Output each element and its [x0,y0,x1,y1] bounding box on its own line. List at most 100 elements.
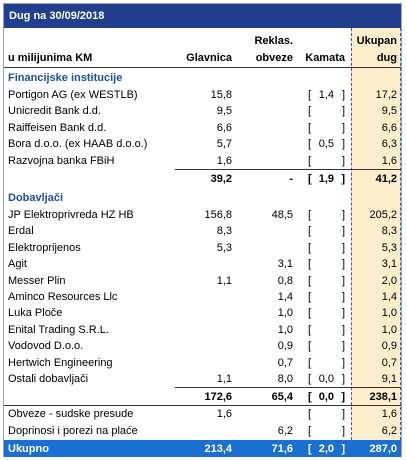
row-label: Enital Trading S.R.L. [8,323,109,336]
cell-value: 9,5 [381,105,397,118]
cell-value: 3,1 [381,258,397,271]
cell-value: 6,3 [381,138,397,151]
cell-value: 0,0 [318,391,334,404]
cell-value: 1,0 [381,307,397,320]
cell-value: 15,8 [210,89,232,101]
cell-value: 8,3 [216,225,232,238]
bracket: ] [341,391,345,404]
subtotal-rule [175,169,401,170]
bracket: ] [341,105,345,118]
cell-value: 287,0 [369,442,397,455]
cell-value: - [289,173,293,185]
section-title: Financijske institucije [8,72,123,84]
cell-value: 5,3 [216,241,232,254]
cell-value: 48,5 [271,209,293,221]
row-label: Ostali dobavljači [8,373,89,385]
cell-value: 1,4 [277,291,293,303]
cell-value: 156,8 [204,209,232,221]
cell-value: 1,4 [381,291,397,303]
cell-value: 8,3 [381,225,397,238]
cell-value: 205,2 [369,209,397,221]
bracket: [ [308,209,312,221]
row-label: Hertwich Engineering [8,356,113,369]
bracket: [ [308,442,312,455]
bracket: ] [341,340,345,353]
cell-value: 6,2 [277,424,293,437]
bracket: [ [308,356,312,369]
bracket: ] [341,323,345,336]
header-rule [4,67,401,68]
bracket: ] [341,356,345,369]
header-label: u milijunima KM [8,52,93,64]
bracket: [ [308,258,312,271]
bracket: [ [308,340,312,353]
cell-value: 1,1 [216,373,232,385]
cell-value: 0,8 [277,274,293,287]
cell-value: 6,6 [381,121,397,134]
cell-value: 2,0 [318,442,334,455]
cell-value: 9,1 [381,373,397,385]
bracket: [ [308,241,312,254]
bracket: ] [341,225,345,238]
bracket: [ [308,154,312,167]
cell-value: 71,6 [271,442,293,455]
column-header: Reklas. [254,35,293,47]
title: Dug na 30/09/2018 [9,10,105,22]
column-header: Ukupan [356,35,397,47]
bracket: ] [341,408,345,421]
bracket: [ [308,225,312,238]
bracket: ] [341,89,345,101]
column-header: Kamata [305,52,345,64]
cell-value: 1,0 [277,307,293,320]
bracket: ] [341,373,345,385]
bracket: [ [308,173,312,185]
row-label: Portigon AG (ex WESTLB) [8,89,138,101]
cell-value: 39,2 [210,173,232,185]
row-label: Razvojna banka FBiH [8,154,115,167]
cell-value: 0,9 [277,340,293,353]
cell-value: 1,6 [381,154,397,167]
column-header: dug [376,52,397,64]
cell-value: 0,5 [318,138,334,151]
row-label: Unicredit Bank d.d. [8,105,101,118]
cell-value: 8,0 [277,373,293,385]
subtotal-rule [175,387,401,389]
bracket: [ [308,121,312,134]
row-label: Elektroprijenos [8,241,81,254]
bracket: [ [308,408,312,421]
column-header: Glavnica [186,52,232,64]
bracket: ] [341,154,345,167]
cell-value: 0,7 [381,356,397,369]
bracket: ] [341,241,345,254]
total-column-highlight [351,28,401,440]
row-label: Bora d.o.o. (ex HAAB d.o.o.) [8,138,148,151]
bracket: [ [308,274,312,287]
cell-value: 41,2 [375,173,397,185]
cell-value: 2,0 [381,274,397,287]
row-label: Luka Ploče [8,307,63,320]
cell-value: 1,0 [277,323,293,336]
bracket: [ [308,424,312,437]
row-label: Doprinosi i porezi na plaće [8,424,138,437]
bracket: ] [341,424,345,437]
cell-value: 17,2 [375,89,397,101]
cell-value: 6,6 [216,121,232,134]
bracket: ] [341,274,345,287]
bracket: [ [308,291,312,303]
cell-value: 0,0 [318,373,334,385]
bracket: ] [341,442,345,455]
bracket: [ [308,323,312,336]
bracket: ] [341,209,345,221]
bracket: [ [308,373,312,385]
row-label: Obveze - sudske presude [8,408,134,421]
bracket: ] [341,307,345,320]
bracket: ] [341,291,345,303]
cell-value: 238,1 [369,391,397,404]
cell-value: 3,1 [277,258,293,271]
row-label: Vodovod D.o.o. [8,340,84,353]
cell-value: 6,2 [381,424,397,437]
bracket: ] [341,173,345,185]
cell-value: 9,5 [216,105,232,118]
row-label: Aminco Resources Llc [8,291,118,303]
